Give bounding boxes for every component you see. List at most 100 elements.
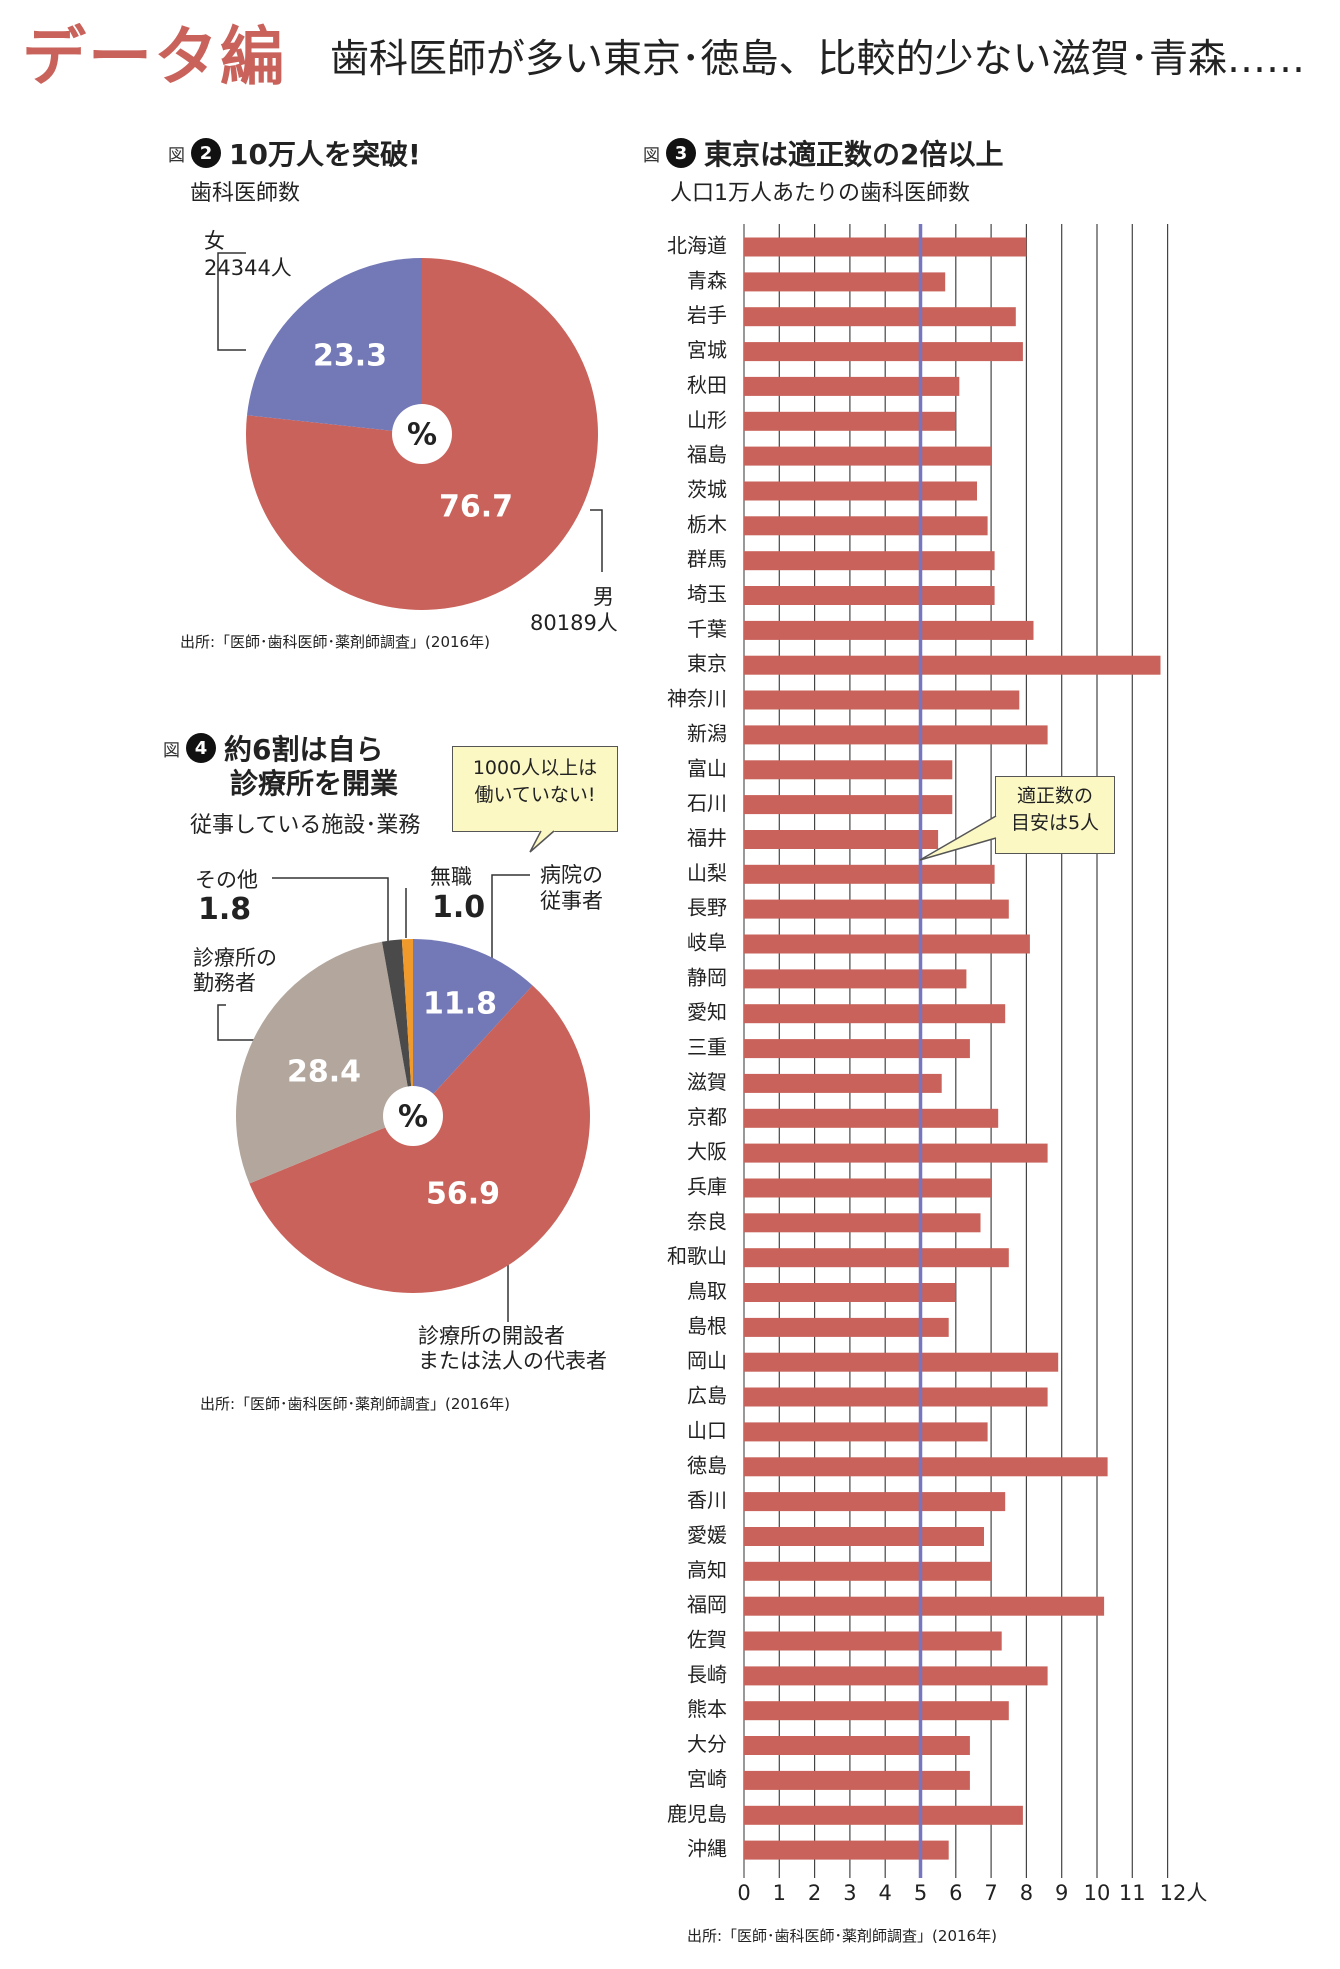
fig3-bar-23	[744, 1039, 970, 1059]
fig3-category-label-30: 鳥取	[687, 1279, 727, 1303]
page-title: データ編	[22, 21, 286, 95]
fig2-pie-slice-label-0: 76.7	[439, 490, 513, 525]
fig3-bar-39	[744, 1596, 1105, 1616]
fig3-category-label-7: 茨城	[687, 477, 727, 501]
fig2-number-badge: 2	[191, 138, 221, 168]
fig3-bar-26	[744, 1143, 1048, 1163]
fig2-source: 出所:「医師･歯科医師･薬剤師調査」(2016年)	[180, 633, 490, 651]
fig2-subtitle: 歯科医師数	[190, 181, 301, 206]
fig2-heading: 図 2 10万人を突破!	[168, 133, 421, 173]
fig4-title-line1: 約6割は自ら	[224, 733, 384, 766]
fig3-x-tick-label-2: 2	[808, 1881, 821, 1905]
fig3-number-badge: 3	[666, 138, 696, 168]
fig2-male-label: 男	[593, 585, 614, 609]
fig3-bar-46	[744, 1840, 949, 1860]
fig2-pie-slice-1	[247, 258, 422, 434]
fig3-bar-19	[744, 899, 1009, 919]
fig3-category-label-37: 愛媛	[687, 1523, 727, 1547]
fig4-pie-center-label: %	[398, 1100, 428, 1135]
fig3-bar-11	[744, 620, 1034, 640]
fig3-category-label-5: 山形	[687, 408, 727, 432]
fig3-category-label-23: 三重	[687, 1035, 727, 1059]
fig4-hospital-label1: 病院の	[540, 863, 603, 887]
fig3-category-label-15: 富山	[687, 756, 727, 780]
fig2-female-leader	[217, 252, 246, 351]
fig2-pie-slice-label-1: 23.3	[313, 339, 387, 374]
fig3-category-label-38: 高知	[687, 1558, 727, 1582]
fig3-bar-21	[744, 969, 967, 989]
fig4-number-badge: 4	[186, 733, 216, 763]
fig3-bar-24	[744, 1073, 942, 1093]
fig3-bar-9	[744, 551, 995, 571]
fig3-category-label-20: 岐阜	[687, 931, 727, 955]
fig3-category-label-41: 長崎	[687, 1662, 727, 1686]
fig3-category-label-12: 東京	[687, 652, 727, 676]
fig2-female-label: 女	[204, 229, 225, 253]
fig3-bar-29	[744, 1248, 1009, 1268]
fig3-category-label-45: 鹿児島	[667, 1802, 727, 1826]
fig3-callout-line1: 適正数の	[1016, 785, 1093, 807]
fig3-category-label-46: 沖縄	[687, 1837, 727, 1861]
fig4-pie-slice-3	[381, 939, 413, 1116]
fig3-category-label-28: 奈良	[687, 1209, 727, 1233]
fig3-x-tick-label-5: 5	[914, 1881, 927, 1905]
fig3-bar-41	[744, 1666, 1048, 1686]
fig3-x-tick-label-12: 12人	[1160, 1881, 1208, 1905]
fig4-callout-line2: 働いていない!	[474, 784, 596, 806]
fig3-category-label-2: 岩手	[687, 303, 727, 327]
fig3-bar-20	[744, 934, 1030, 954]
fig3-bar-36	[744, 1492, 1006, 1512]
fig4-hospital-leader	[491, 874, 530, 962]
fig3-category-label-27: 兵庫	[687, 1174, 727, 1198]
fig3-category-label-29: 和歌山	[667, 1244, 727, 1268]
fig3-bar-0	[744, 237, 1027, 257]
fig4-owner-label2: または法人の代表者	[418, 1349, 607, 1373]
fig3-bar-16	[744, 795, 953, 815]
fig3-bar-43	[744, 1736, 970, 1755]
fig3-bar-27	[744, 1178, 992, 1198]
fig4-clinic-employee-label1: 診療所の	[193, 946, 277, 970]
fig3-subtitle: 人口1万人あたりの歯科医師数	[670, 181, 970, 206]
fig3-x-tick-label-3: 3	[843, 1881, 856, 1905]
fig4-clinic-employee-label2: 勤務者	[193, 971, 256, 995]
fig4-pie-slice-label-0: 11.8	[423, 987, 497, 1022]
fig3-bar-15	[744, 760, 953, 780]
fig3-bar-18	[744, 864, 995, 884]
fig3-bar-2	[744, 307, 1016, 327]
fig3-x-tick-label-6: 6	[949, 1881, 962, 1905]
fig3-x-tick-label-1: 1	[773, 1881, 786, 1905]
fig4-pie-center-hole	[383, 1086, 443, 1146]
fig3-category-label-33: 広島	[687, 1384, 727, 1408]
fig3-title: 東京は適正数の2倍以上	[704, 138, 1004, 171]
fig3-zu: 図	[643, 145, 660, 166]
fig4-subtitle: 従事している施設･業務	[190, 813, 421, 838]
fig3-category-label-1: 青森	[687, 268, 727, 292]
fig3-bar-17	[744, 830, 939, 849]
fig3-bar-7	[744, 481, 977, 501]
fig3-category-label-35: 徳島	[687, 1453, 727, 1477]
fig3-callout-line2: 目安は5人	[1010, 812, 1100, 834]
fig3-category-label-43: 大分	[687, 1732, 727, 1756]
fig4-hospital-label2: 従事者	[540, 889, 603, 913]
fig3-bar-25	[744, 1108, 999, 1128]
fig4-heading: 図 4 約6割は自ら	[163, 728, 383, 768]
fig3-bar-44	[744, 1770, 970, 1790]
fig3-bar-31	[744, 1317, 949, 1337]
fig3-category-label-42: 熊本	[687, 1697, 727, 1721]
fig2-pie-chart: 76.7 23.3%	[217, 252, 603, 610]
fig3-bar-1	[744, 272, 946, 292]
fig3-bar-30	[744, 1283, 956, 1302]
fig4-clinic-employee-leader	[217, 1004, 256, 1041]
fig3-category-label-17: 福井	[687, 826, 727, 850]
fig3-bar-13	[744, 690, 1020, 710]
fig3-bar-28	[744, 1213, 981, 1233]
fig4-none-label: 無職	[430, 865, 472, 889]
fig3-callout: 適正数の 目安は5人	[995, 776, 1115, 854]
fig3-category-label-39: 福岡	[687, 1593, 727, 1617]
fig3-bar-14	[744, 725, 1048, 745]
fig4-title-line2: 診療所を開業	[230, 767, 399, 800]
fig3-callout-pointer-edge	[919, 815, 997, 861]
fig3-bar-40	[744, 1631, 1002, 1651]
fig3-bar-3	[744, 342, 1023, 362]
